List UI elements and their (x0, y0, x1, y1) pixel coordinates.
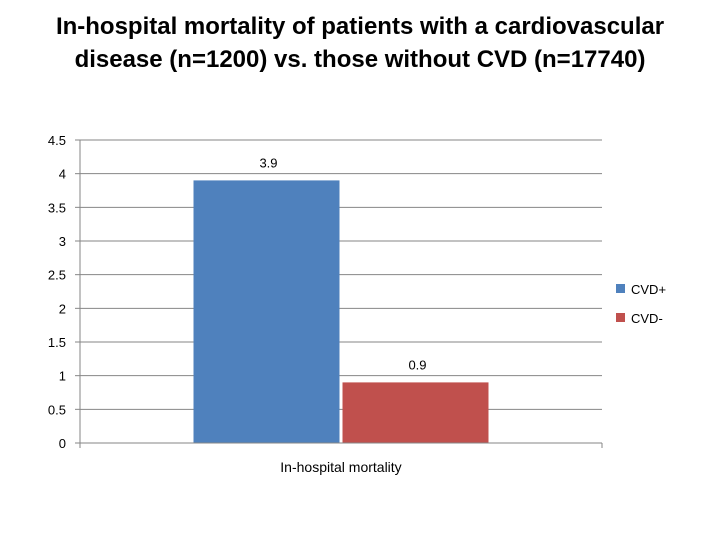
chart-title-line-1: In-hospital mortality of patients with a… (55, 13, 665, 40)
x-category-label: In-hospital mortality (280, 459, 401, 475)
chart-title: In-hospital mortality of patients with a… (20, 10, 700, 76)
y-tick-label: 0 (59, 436, 66, 451)
legend-label: CVD+ (631, 282, 666, 297)
y-tick-label: 1 (59, 369, 66, 384)
data-label: 3.9 (259, 155, 277, 170)
axes (75, 139, 603, 448)
legend: CVD+ CVD- (616, 282, 666, 326)
y-tick-label: 2 (59, 301, 66, 316)
y-tick-label: 3.5 (48, 200, 66, 215)
data-labels: 3.9 0.9 (259, 155, 426, 372)
chart-title-line-2: disease (n=1200) vs. those without CVD (… (74, 46, 646, 73)
bar-cvd (342, 382, 489, 443)
data-label: 0.9 (408, 357, 426, 372)
y-tick-label: 1.5 (48, 335, 66, 350)
gridlines (80, 139, 602, 444)
y-tick-label: 3 (59, 234, 66, 249)
y-tick-label: 4 (59, 167, 66, 182)
bars (193, 180, 489, 443)
bar-cvd (193, 180, 340, 443)
legend-swatch (616, 313, 625, 322)
y-tick-label: 4.5 (48, 133, 66, 148)
y-tick-label: 0.5 (48, 402, 66, 417)
legend-label: CVD- (631, 311, 663, 326)
y-axis-tick-labels: 0 0.5 1 1.5 2 2.5 3 3.5 4 4.5 (48, 133, 66, 451)
x-axis-category-labels: In-hospital mortality (280, 459, 401, 475)
y-tick-label: 2.5 (48, 268, 66, 283)
legend-swatch (616, 284, 625, 293)
